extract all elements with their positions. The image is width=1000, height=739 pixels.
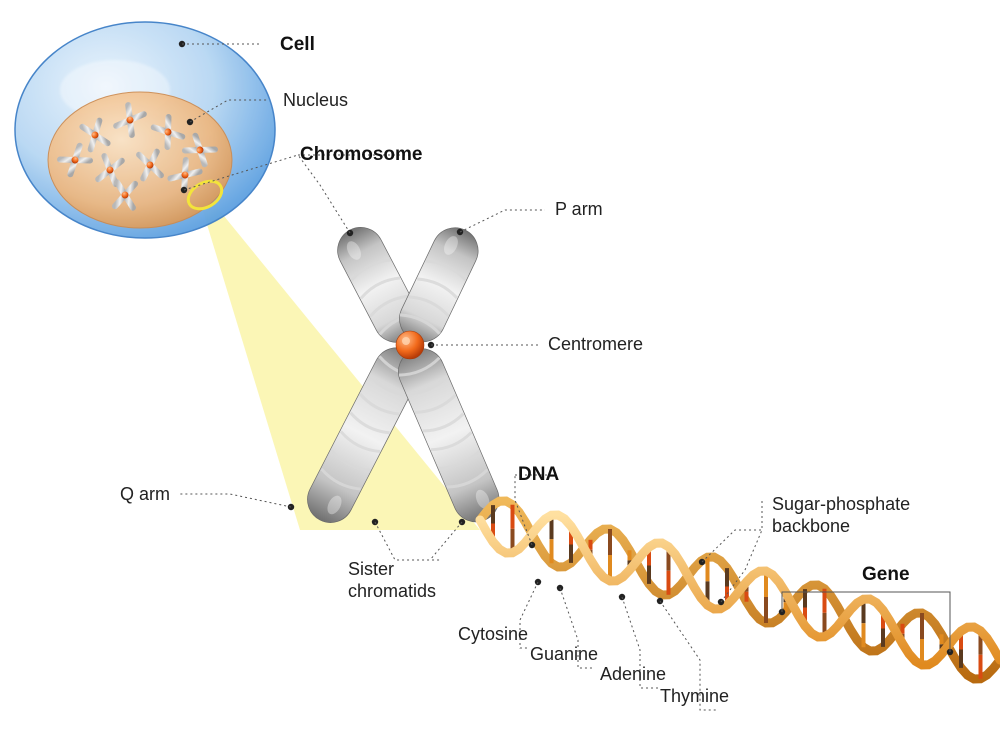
label-centromere: Centromere bbox=[548, 334, 643, 354]
label-q_arm: Q arm bbox=[120, 484, 170, 504]
label-guanine: Guanine bbox=[530, 644, 598, 664]
cell bbox=[15, 22, 275, 238]
label-sister-line2: chromatids bbox=[348, 581, 436, 601]
label-cell: Cell bbox=[280, 34, 315, 55]
label-gene: Gene bbox=[862, 564, 910, 585]
label-cytosine: Cytosine bbox=[458, 624, 528, 644]
label-adenine: Adenine bbox=[600, 664, 666, 684]
label-backbone: Sugar-phosphate bbox=[772, 494, 910, 514]
label-sister: Sister bbox=[348, 559, 394, 579]
label-chromosome: Chromosome bbox=[300, 144, 422, 165]
label-thymine: Thymine bbox=[660, 686, 729, 706]
label-nucleus: Nucleus bbox=[283, 90, 348, 110]
label-dna: DNA bbox=[518, 464, 559, 485]
label-p_arm: P arm bbox=[555, 199, 603, 219]
label-backbone-line2: backbone bbox=[772, 516, 850, 536]
diagram-canvas: Cell Nucleus Chromosome P arm Centromere Q ar… bbox=[0, 0, 1000, 739]
